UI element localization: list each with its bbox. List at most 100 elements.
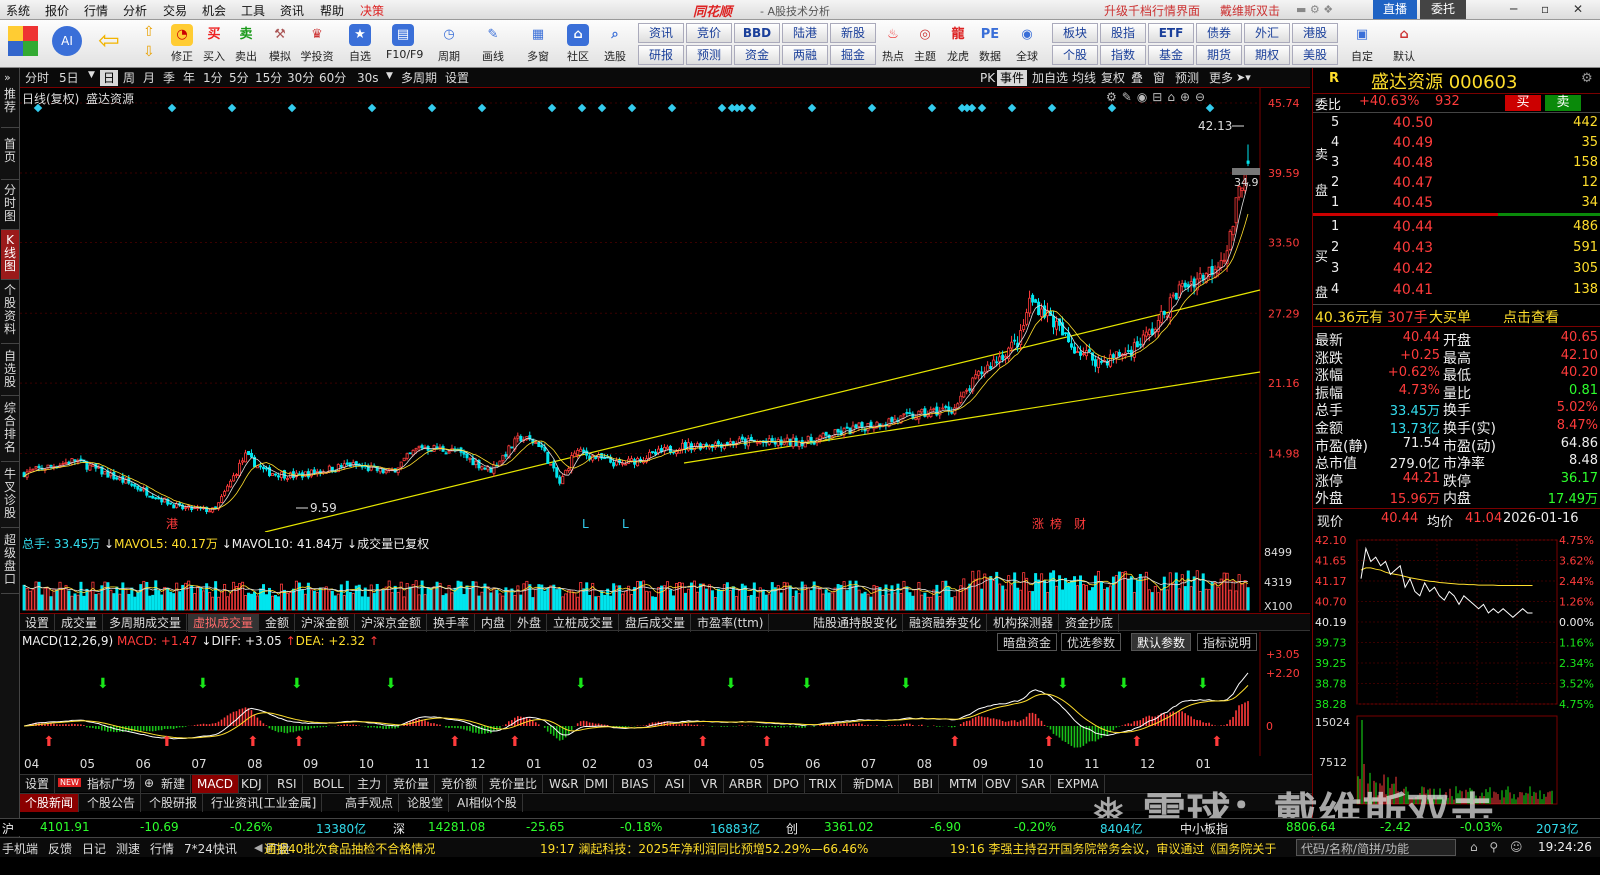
macd-chart[interactable]: +3.05 +2.20 0 ⬇ ⬇ ⬇ ⬇ ⬇ ⬇ ⬇ ⬇ ⬇ ⬇ ⬇ ⬆ ⬆ ⬆ ⬆ ⬆ ⬆ ⬆ ⬆ ⬆ ⬆ ⬆ ⬆ xyxy=(20,632,1312,756)
toolbar-community[interactable]: ⌂ 社区 xyxy=(561,22,595,66)
tag-futures[interactable]: 期货 xyxy=(1196,45,1242,65)
indicator-tab[interactable]: 资金抄底 xyxy=(1060,614,1120,632)
nav-ranking[interactable]: 综合排名 xyxy=(1,398,19,462)
tag-auction[interactable]: 竞价 xyxy=(686,23,732,43)
tag-stock[interactable]: 个股 xyxy=(1052,45,1098,65)
indicator-tab[interactable]: 竞价量 xyxy=(388,775,436,793)
menu-analysis[interactable]: 分析 xyxy=(123,4,148,18)
indicator-tab[interactable]: 虚拟成交量 xyxy=(188,614,260,632)
tag-hk-stock[interactable]: 港股 xyxy=(1292,23,1338,43)
search-box[interactable]: 代码/名称/简拼/功能 xyxy=(1296,839,1456,856)
news-tab[interactable]: 高手观点 xyxy=(340,794,400,812)
sz-value[interactable]: 14281.08 xyxy=(428,820,486,834)
status-tab[interactable]: 日记 xyxy=(82,842,107,856)
menu-chance[interactable]: 机会 xyxy=(202,4,227,18)
toolbar-correct[interactable]: ◔ 修正 xyxy=(165,22,199,66)
indicator-tab[interactable]: 陆股通持股变化 xyxy=(808,614,904,632)
tag-sector[interactable]: 板块 xyxy=(1052,23,1098,43)
add-watch-button[interactable]: 加自选 xyxy=(1032,71,1069,85)
indicator-tab[interactable]: SAR xyxy=(1016,775,1052,793)
toolbar-data[interactable]: PE 数据 xyxy=(973,22,1007,66)
order-button[interactable]: 委托 xyxy=(1420,0,1466,19)
nav-home[interactable]: 首页 xyxy=(1,130,19,180)
live-button[interactable]: 直播 xyxy=(1373,0,1417,19)
user-link[interactable]: 戴维斯双击 xyxy=(1220,4,1281,18)
tag-forex[interactable]: 外汇 xyxy=(1244,23,1290,43)
menu-news[interactable]: 资讯 xyxy=(280,4,305,18)
news-tab[interactable]: 个股研报 xyxy=(144,794,204,812)
indicator-tab[interactable]: 主力 xyxy=(352,775,388,793)
toolbar-period[interactable]: ◷ 周期 xyxy=(432,22,466,66)
bid-price[interactable]: 40.43 xyxy=(1393,240,1434,256)
menu-icons[interactable]: ▬ ⚙ ❖ xyxy=(1296,3,1334,16)
indicator-tab[interactable]: 沪深京金额 xyxy=(356,614,428,632)
indicator-tab[interactable]: ARBR xyxy=(724,775,769,793)
toolbar-buy[interactable]: 买买入 xyxy=(197,22,231,66)
period-1min[interactable]: 1分 xyxy=(203,71,223,85)
layout-icon[interactable] xyxy=(8,26,38,56)
toolbar-simulate[interactable]: ⚒ 模拟 xyxy=(263,22,297,66)
adjust-button[interactable]: 复权 xyxy=(1101,71,1126,85)
period-30s[interactable]: 30s xyxy=(357,71,379,85)
expand-icon[interactable]: » xyxy=(4,71,11,84)
nav-timeshare[interactable]: 分时图 xyxy=(1,180,19,230)
indicator-tab[interactable]: BOLL xyxy=(308,775,350,793)
volume-chart[interactable]: 8499 4319 X100 xyxy=(20,532,1312,612)
indicator-tab[interactable]: 内盘 xyxy=(476,614,512,632)
nav-kline[interactable]: K线图 xyxy=(1,230,19,280)
nav-profile[interactable]: 个股资料 xyxy=(1,280,19,344)
nav-recommend[interactable]: 推荐 xyxy=(1,84,19,128)
indicator-tab[interactable]: EXPMA xyxy=(1052,775,1105,793)
toolbar-sell[interactable]: 卖卖出 xyxy=(229,22,263,66)
indicator-tab[interactable]: VR xyxy=(696,775,724,793)
zx-value[interactable]: 8806.64 xyxy=(1286,820,1336,834)
period-month[interactable]: 月 xyxy=(143,71,156,85)
period-timeshare[interactable]: 分时 xyxy=(25,71,50,85)
tag-forecast[interactable]: 预测 xyxy=(686,45,732,65)
menu-quote[interactable]: 报价 xyxy=(45,4,70,18)
window-controls[interactable]: ─ ▫ ✕ xyxy=(1510,2,1594,16)
tag-bond[interactable]: 债券 xyxy=(1196,23,1242,43)
default-param-button[interactable]: 默认参数 xyxy=(1131,633,1192,651)
toolbar-dragon[interactable]: 龍龙虎 xyxy=(941,22,975,66)
tag-index-futures[interactable]: 股指 xyxy=(1100,23,1146,43)
indicator-tab[interactable]: 新建 xyxy=(156,775,192,793)
event-button[interactable]: 事件 xyxy=(997,70,1028,86)
nav-watch[interactable]: 自选股 xyxy=(1,346,19,396)
ask-price[interactable]: 40.49 xyxy=(1393,135,1434,151)
ask-price[interactable]: 40.47 xyxy=(1393,175,1434,191)
buy-button[interactable]: 买 xyxy=(1505,95,1541,111)
indicator-tab[interactable]: OBV xyxy=(980,775,1017,793)
toolbar-hot[interactable]: ♨ 热点 xyxy=(876,22,910,66)
period-30min[interactable]: 30分 xyxy=(287,71,315,85)
mini-timeshare-chart[interactable]: 42.10 4.75% 41.65 3.62% 41.17 2.44% 40.70 1.26%… xyxy=(1313,532,1600,810)
news-tab[interactable]: AI相似个股 xyxy=(452,794,523,812)
news-tab[interactable]: 个股新闻 xyxy=(20,794,80,812)
tag-news[interactable]: 资讯 xyxy=(638,23,684,43)
menu-tools[interactable]: 工具 xyxy=(241,4,266,18)
period-60min[interactable]: 60分 xyxy=(319,71,347,85)
toolbar-f10[interactable]: ▤ F10/F9 xyxy=(386,22,423,66)
tag-ipo[interactable]: 新股 xyxy=(830,23,876,43)
more-button[interactable]: 更多 xyxy=(1209,71,1234,85)
toolbar-custom[interactable]: ▣ 自定 xyxy=(1345,22,1379,66)
toolbar-theme[interactable]: ◎ 主题 xyxy=(908,22,942,66)
indicator-tab[interactable]: 立桩成交量 xyxy=(548,614,620,632)
menu-market[interactable]: 行情 xyxy=(84,4,109,18)
toolbar-multiwin[interactable]: ▦ 多窗 xyxy=(521,22,555,66)
news-ticker-3[interactable]: 19:16 李强主持召开国务院常务会议，审议通过《国务院关于 xyxy=(950,842,1277,856)
toolbar-learn[interactable]: ♛ 学投资 xyxy=(300,22,334,66)
predict-button[interactable]: 预测 xyxy=(1175,71,1200,85)
period-5min[interactable]: 5分 xyxy=(229,71,249,85)
toolbar-draw[interactable]: ✎ 画线 xyxy=(476,22,510,66)
dark-fund-button[interactable]: 暗盘资金 xyxy=(997,633,1058,651)
indicator-tab[interactable]: 成交量 xyxy=(56,614,104,632)
opt-param-button[interactable]: 优选参数 xyxy=(1061,633,1122,651)
upgrade-link[interactable]: 升级千档行情界面 xyxy=(1104,4,1201,18)
period-multi[interactable]: 多周期 xyxy=(401,71,438,85)
indicator-tab[interactable]: 外盘 xyxy=(512,614,548,632)
indicator-tab[interactable]: ASI xyxy=(660,775,691,793)
news-tab[interactable]: 行业资讯[工业金属] xyxy=(206,794,323,812)
indicator-help-button[interactable]: 指标说明 xyxy=(1197,633,1257,651)
menu-help[interactable]: 帮助 xyxy=(320,4,345,18)
